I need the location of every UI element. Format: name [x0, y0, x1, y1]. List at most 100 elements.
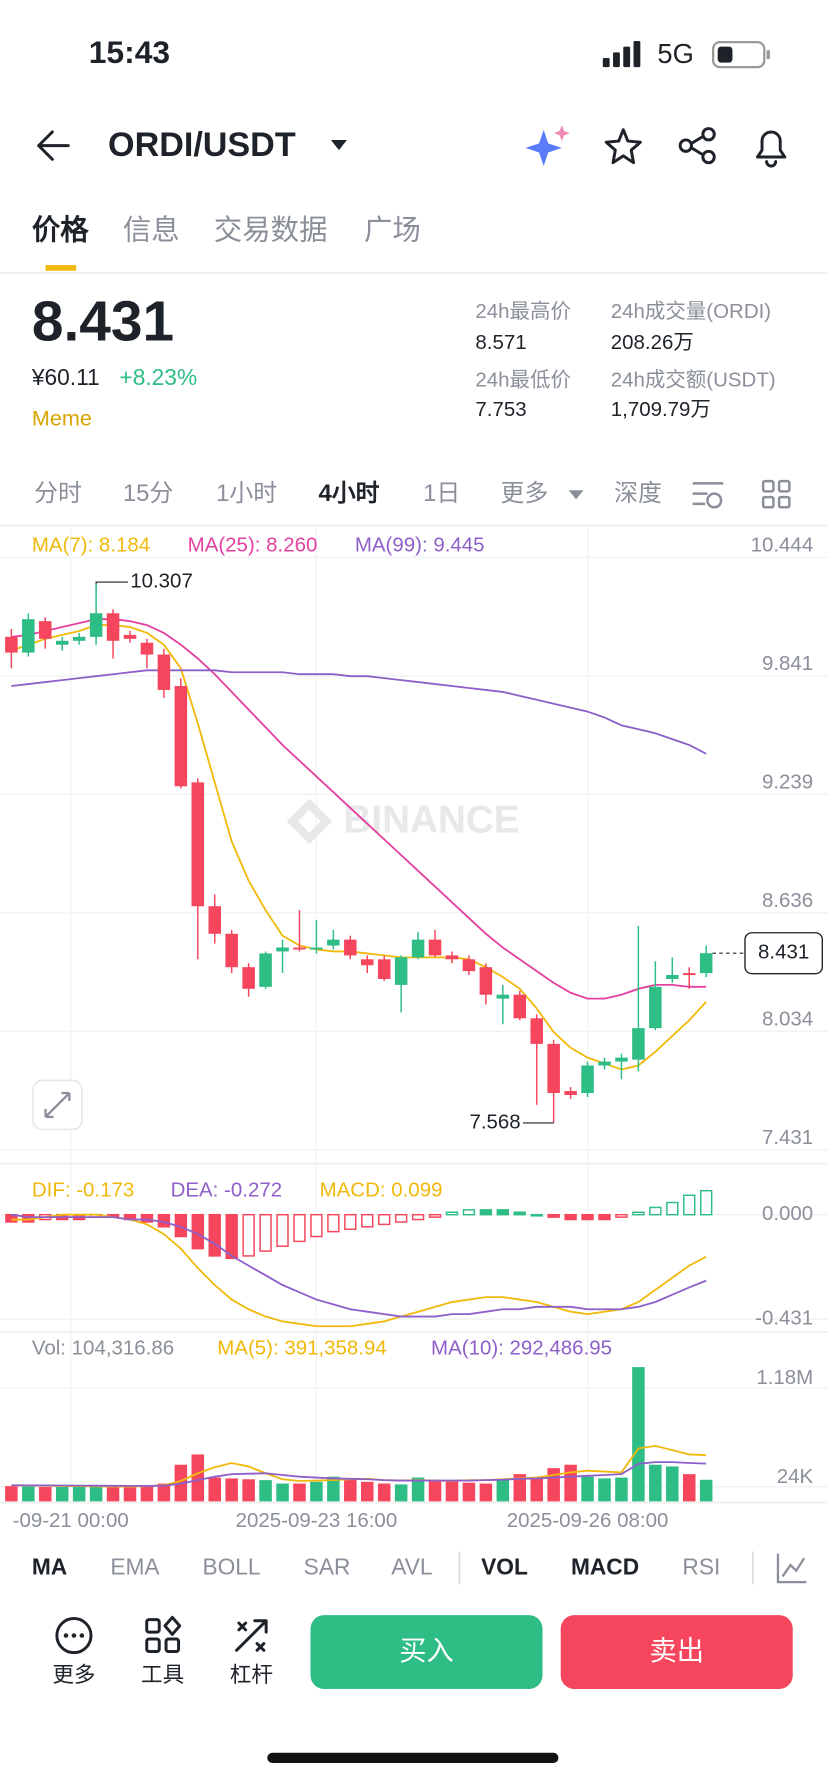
tab[interactable]: 信息 — [123, 215, 180, 247]
indicator-line — [11, 618, 707, 1000]
volume-bar — [462, 1482, 476, 1502]
macd-bar — [564, 1213, 577, 1221]
macd-bar — [513, 1211, 526, 1216]
candle-body — [293, 947, 306, 950]
indicator[interactable]: VOL — [481, 1553, 528, 1579]
macd-bar — [598, 1213, 611, 1221]
interval[interactable]: 分时 — [34, 480, 82, 507]
stat-value: 8.571 — [475, 331, 526, 354]
legend-entry: MA(5): 391,358.94 — [217, 1336, 387, 1359]
volume-bar — [310, 1481, 323, 1502]
share-button[interactable] — [678, 127, 716, 165]
indicator[interactable]: MACD — [571, 1553, 639, 1579]
macd-bar — [411, 1213, 425, 1221]
candle-body — [55, 640, 69, 645]
volume-bar — [72, 1486, 86, 1502]
macd-bar — [208, 1213, 221, 1257]
interval[interactable]: 更多 — [500, 480, 548, 507]
candle-body — [259, 953, 272, 987]
battery-icon — [711, 40, 770, 69]
indicator-line — [11, 1213, 707, 1318]
ai-button[interactable] — [525, 125, 570, 167]
sell-button[interactable]: 卖出 — [560, 1615, 793, 1690]
macd-bar — [462, 1209, 476, 1216]
last-price-box — [744, 932, 823, 975]
candle-body — [462, 959, 476, 972]
stat-label: 24h成交额(USDT) — [611, 368, 776, 391]
interval[interactable]: 1日 — [423, 480, 460, 507]
tag[interactable]: Meme — [32, 405, 92, 430]
volume-bar — [428, 1480, 442, 1502]
y-tick-label: 8.034 — [762, 1007, 813, 1030]
tools-action[interactable]: 工具 — [141, 1615, 184, 1687]
high-marker — [95, 581, 128, 585]
alert-button[interactable] — [756, 130, 787, 168]
expand-button[interactable] — [32, 1079, 83, 1131]
buy-label: 买入 — [399, 1635, 454, 1666]
pair-dropdown[interactable] — [330, 139, 347, 151]
indicator[interactable]: EMA — [110, 1553, 160, 1579]
candle-body — [157, 654, 171, 690]
indicator[interactable]: BOLL — [202, 1553, 260, 1579]
layout-button[interactable] — [761, 479, 791, 509]
volume-bar — [479, 1483, 493, 1502]
volume-bar — [5, 1486, 18, 1502]
interval[interactable]: 4小时 — [318, 480, 379, 507]
volume-bar — [598, 1478, 611, 1502]
candle-body — [276, 947, 289, 952]
y-tick-label: 24K — [777, 1465, 814, 1488]
candle-body — [479, 967, 493, 995]
y-tick-label: 0.000 — [762, 1202, 813, 1225]
volume-bar — [55, 1486, 69, 1502]
volume-bar — [632, 1367, 645, 1502]
indicator[interactable]: SAR — [304, 1553, 351, 1579]
interval[interactable]: 深度 — [614, 480, 662, 507]
macd-bar — [581, 1213, 594, 1221]
candle-body — [581, 1065, 594, 1094]
leverage-action[interactable]: 杠杆 — [230, 1619, 273, 1687]
tab[interactable]: 交易数据 — [214, 215, 328, 247]
volume-bar — [242, 1479, 255, 1502]
candle-body — [547, 1043, 560, 1094]
candle-body — [140, 642, 154, 655]
stat-label: 24h最高价 — [475, 300, 571, 323]
candle-body — [445, 955, 459, 960]
candle-body — [106, 613, 120, 641]
candle-body — [174, 686, 188, 787]
candle-body — [225, 933, 238, 968]
settings-button[interactable] — [692, 482, 724, 509]
more-dropdown[interactable] — [568, 490, 584, 500]
indicator-line — [11, 1461, 707, 1487]
pair-title[interactable]: ORDI/USDT — [108, 126, 296, 164]
last-price: 8.431 — [32, 290, 174, 353]
buy-button[interactable]: 买入 — [310, 1615, 543, 1690]
sell-label: 卖出 — [649, 1635, 704, 1666]
candle-body — [191, 782, 205, 907]
indicator[interactable]: RSI — [682, 1553, 720, 1579]
indicator[interactable]: MA — [32, 1553, 67, 1579]
interval[interactable]: 1小时 — [216, 480, 277, 507]
legend-entry: DIF: -0.173 — [32, 1178, 134, 1201]
volume-bar — [293, 1483, 306, 1502]
tab[interactable]: 广场 — [364, 215, 421, 247]
tab[interactable]: 价格 — [32, 215, 89, 247]
back-button[interactable] — [37, 130, 70, 161]
action-label: 工具 — [141, 1662, 184, 1687]
y-tick-label: 7.431 — [762, 1126, 813, 1149]
favorite-button[interactable] — [604, 128, 642, 165]
y-tick-label: 8.636 — [762, 889, 813, 912]
macd-bar — [530, 1213, 543, 1217]
candle-body — [208, 906, 221, 934]
volume-bar — [666, 1466, 679, 1502]
legend-entry: MACD: 0.099 — [320, 1178, 443, 1201]
indicator[interactable]: AVL — [391, 1553, 432, 1579]
volume-bar — [682, 1474, 696, 1502]
macd-bar — [361, 1213, 374, 1228]
more-action[interactable]: 更多 — [52, 1617, 96, 1688]
indicator-settings[interactable] — [776, 1553, 807, 1584]
macd-bar — [310, 1213, 323, 1238]
interval[interactable]: 15分 — [123, 480, 173, 507]
volume-bar — [22, 1486, 35, 1502]
candle-body — [394, 957, 408, 985]
